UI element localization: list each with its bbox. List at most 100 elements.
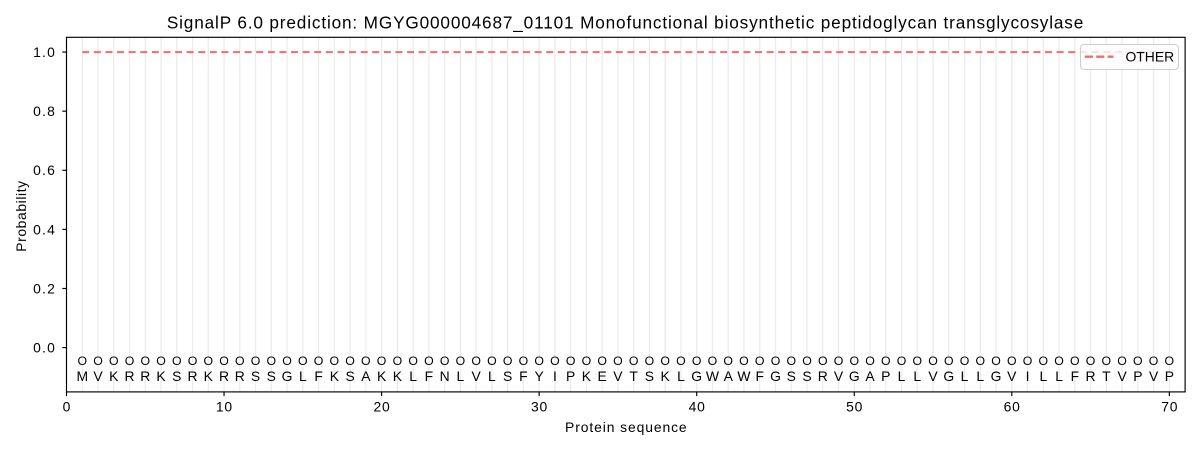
svg-text:P: P: [566, 368, 575, 384]
svg-text:40: 40: [689, 398, 706, 414]
svg-text:O: O: [219, 354, 229, 368]
svg-text:V: V: [928, 368, 938, 384]
svg-text:L: L: [913, 368, 921, 384]
svg-text:O: O: [471, 354, 481, 368]
svg-text:O: O: [692, 354, 702, 368]
svg-text:O: O: [976, 354, 986, 368]
svg-text:W: W: [706, 368, 720, 384]
svg-text:O: O: [1165, 354, 1175, 368]
svg-text:O: O: [456, 354, 466, 368]
svg-text:0: 0: [63, 398, 72, 414]
svg-text:P: P: [881, 368, 890, 384]
svg-text:O: O: [960, 354, 970, 368]
svg-text:O: O: [597, 354, 607, 368]
svg-text:O: O: [849, 354, 859, 368]
svg-text:O: O: [786, 354, 796, 368]
svg-text:K: K: [156, 368, 166, 384]
svg-text:I: I: [1026, 368, 1030, 384]
svg-text:20: 20: [373, 398, 390, 414]
svg-text:O: O: [377, 354, 387, 368]
svg-text:K: K: [204, 368, 214, 384]
svg-text:O: O: [267, 354, 277, 368]
svg-text:O: O: [282, 354, 292, 368]
svg-text:O: O: [629, 354, 639, 368]
svg-text:O: O: [1086, 354, 1096, 368]
svg-text:O: O: [251, 354, 261, 368]
svg-text:O: O: [487, 354, 497, 368]
svg-text:O: O: [1023, 354, 1033, 368]
svg-text:W: W: [737, 368, 751, 384]
svg-text:O: O: [188, 354, 198, 368]
svg-text:60: 60: [1004, 398, 1021, 414]
svg-text:F: F: [519, 368, 528, 384]
svg-text:O: O: [645, 354, 655, 368]
svg-text:O: O: [582, 354, 592, 368]
svg-text:O: O: [109, 354, 119, 368]
svg-text:S: S: [251, 368, 260, 384]
svg-text:O: O: [865, 354, 875, 368]
svg-text:O: O: [361, 354, 371, 368]
svg-text:Probability: Probability: [13, 180, 29, 251]
svg-text:70: 70: [1161, 398, 1178, 414]
svg-text:G: G: [770, 368, 781, 384]
svg-text:V: V: [613, 368, 623, 384]
svg-text:50: 50: [846, 398, 863, 414]
svg-text:O: O: [1039, 354, 1049, 368]
svg-text:A: A: [361, 368, 371, 384]
svg-text:L: L: [677, 368, 685, 384]
svg-text:F: F: [425, 368, 434, 384]
svg-text:10: 10: [216, 398, 233, 414]
svg-text:O: O: [1133, 354, 1143, 368]
svg-text:L: L: [898, 368, 906, 384]
svg-text:K: K: [377, 368, 387, 384]
svg-text:O: O: [172, 354, 182, 368]
svg-text:O: O: [204, 354, 214, 368]
svg-text:V: V: [471, 368, 481, 384]
svg-text:0.0: 0.0: [33, 339, 56, 355]
svg-text:O: O: [93, 354, 103, 368]
svg-text:A: A: [865, 368, 875, 384]
svg-text:R: R: [818, 368, 828, 384]
svg-text:K: K: [393, 368, 403, 384]
svg-text:O: O: [897, 354, 907, 368]
svg-text:G: G: [943, 368, 954, 384]
svg-text:A: A: [724, 368, 734, 384]
svg-text:SignalP 6.0 prediction: MGYG00: SignalP 6.0 prediction: MGYG000004687_01…: [167, 13, 1084, 33]
svg-text:O: O: [440, 354, 450, 368]
svg-text:S: S: [645, 368, 654, 384]
svg-text:N: N: [440, 368, 450, 384]
svg-text:G: G: [282, 368, 293, 384]
svg-text:S: S: [802, 368, 811, 384]
svg-text:O: O: [1117, 354, 1127, 368]
svg-text:O: O: [235, 354, 245, 368]
svg-text:G: G: [849, 368, 860, 384]
svg-text:F: F: [1071, 368, 1080, 384]
svg-text:S: S: [267, 368, 276, 384]
svg-text:P: P: [1133, 368, 1142, 384]
svg-text:R: R: [1086, 368, 1096, 384]
svg-text:O: O: [566, 354, 576, 368]
svg-text:L: L: [961, 368, 969, 384]
svg-text:O: O: [408, 354, 418, 368]
svg-text:O: O: [818, 354, 828, 368]
svg-text:O: O: [723, 354, 733, 368]
svg-text:P: P: [1165, 368, 1174, 384]
svg-text:S: S: [172, 368, 181, 384]
svg-text:K: K: [109, 368, 119, 384]
svg-text:O: O: [739, 354, 749, 368]
svg-text:S: S: [503, 368, 512, 384]
svg-text:S: S: [345, 368, 354, 384]
svg-text:O: O: [755, 354, 765, 368]
svg-text:K: K: [661, 368, 671, 384]
svg-text:R: R: [124, 368, 134, 384]
svg-text:S: S: [787, 368, 796, 384]
svg-text:L: L: [976, 368, 984, 384]
svg-text:O: O: [330, 354, 340, 368]
svg-text:L: L: [409, 368, 417, 384]
svg-text:R: R: [219, 368, 229, 384]
svg-text:L: L: [457, 368, 465, 384]
svg-text:O: O: [613, 354, 623, 368]
svg-text:L: L: [299, 368, 307, 384]
svg-text:R: R: [235, 368, 245, 384]
svg-text:L: L: [488, 368, 496, 384]
